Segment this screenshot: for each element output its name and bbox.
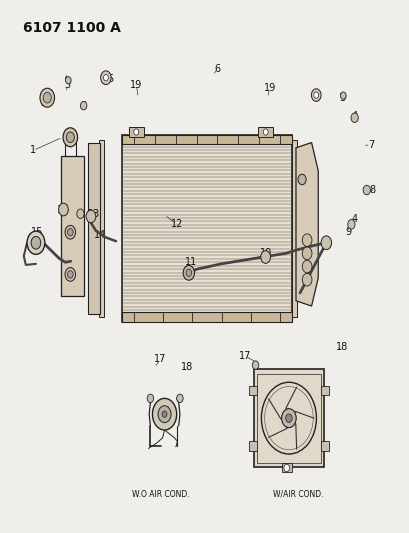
Text: 6: 6 xyxy=(213,64,220,74)
Circle shape xyxy=(362,185,369,195)
Text: 1: 1 xyxy=(30,146,36,156)
Text: 2: 2 xyxy=(40,98,46,108)
Bar xyxy=(129,127,143,138)
Bar xyxy=(258,127,272,138)
Circle shape xyxy=(183,265,194,280)
Text: 4: 4 xyxy=(81,101,87,111)
Circle shape xyxy=(58,203,68,216)
Text: 9: 9 xyxy=(345,227,351,237)
Circle shape xyxy=(67,271,73,278)
Circle shape xyxy=(301,273,311,286)
Circle shape xyxy=(162,411,166,417)
Text: W.O AIR COND.: W.O AIR COND. xyxy=(131,490,189,499)
Circle shape xyxy=(103,75,108,81)
Bar xyxy=(281,463,291,472)
Circle shape xyxy=(133,129,138,135)
Bar xyxy=(61,156,83,295)
Bar xyxy=(256,374,320,463)
Circle shape xyxy=(313,92,318,98)
Circle shape xyxy=(66,132,74,142)
Text: 11: 11 xyxy=(184,257,196,267)
Circle shape xyxy=(31,237,41,249)
Circle shape xyxy=(252,361,258,369)
Text: 18: 18 xyxy=(335,342,348,352)
Circle shape xyxy=(301,260,311,273)
Bar xyxy=(320,386,328,395)
Circle shape xyxy=(283,464,289,472)
Text: 17: 17 xyxy=(154,354,166,364)
Bar xyxy=(99,140,103,317)
Circle shape xyxy=(100,71,111,85)
Circle shape xyxy=(65,77,71,84)
Bar xyxy=(253,369,324,467)
Text: 17: 17 xyxy=(239,351,251,361)
Circle shape xyxy=(43,92,51,103)
Text: 4: 4 xyxy=(351,214,357,224)
Bar xyxy=(248,386,256,395)
Circle shape xyxy=(63,128,77,147)
Circle shape xyxy=(320,236,331,249)
Circle shape xyxy=(176,394,183,402)
Circle shape xyxy=(347,220,354,229)
Bar xyxy=(88,142,100,314)
Text: 5: 5 xyxy=(107,74,113,84)
Circle shape xyxy=(281,409,295,427)
Text: 14: 14 xyxy=(94,230,106,240)
Text: 19: 19 xyxy=(130,79,142,90)
Text: 19: 19 xyxy=(263,83,275,93)
Circle shape xyxy=(27,231,45,254)
Text: 13: 13 xyxy=(88,209,100,219)
Text: 18: 18 xyxy=(180,362,193,372)
Text: 12: 12 xyxy=(170,219,182,229)
Circle shape xyxy=(67,229,73,236)
Circle shape xyxy=(152,398,176,430)
Circle shape xyxy=(285,414,292,422)
Circle shape xyxy=(350,113,357,123)
Text: 5: 5 xyxy=(312,93,319,103)
Polygon shape xyxy=(295,142,317,306)
Bar xyxy=(122,312,291,322)
Text: 6107 1100 A: 6107 1100 A xyxy=(23,21,121,35)
Circle shape xyxy=(80,101,87,110)
Circle shape xyxy=(65,268,75,281)
Circle shape xyxy=(147,394,153,402)
Text: 3: 3 xyxy=(339,93,345,103)
Circle shape xyxy=(65,225,75,239)
Circle shape xyxy=(76,209,84,219)
Circle shape xyxy=(297,174,306,185)
Text: 10: 10 xyxy=(259,248,271,259)
Bar xyxy=(122,135,291,322)
Circle shape xyxy=(263,129,267,135)
Circle shape xyxy=(260,251,270,263)
Text: 4: 4 xyxy=(351,111,357,121)
Circle shape xyxy=(86,210,96,223)
Bar xyxy=(248,441,256,450)
Text: 7: 7 xyxy=(367,140,373,150)
Circle shape xyxy=(310,89,320,101)
Bar xyxy=(320,441,328,450)
Text: 8: 8 xyxy=(369,185,375,195)
Text: W/AIR COND.: W/AIR COND. xyxy=(272,490,322,499)
Bar xyxy=(291,140,296,317)
Circle shape xyxy=(301,247,311,260)
Circle shape xyxy=(40,88,54,107)
Circle shape xyxy=(158,406,171,423)
Bar xyxy=(122,135,291,144)
Text: 4: 4 xyxy=(79,209,85,219)
Text: 16: 16 xyxy=(57,205,70,215)
Circle shape xyxy=(301,234,311,246)
Circle shape xyxy=(339,92,345,99)
Text: 15: 15 xyxy=(31,227,43,237)
Text: 3: 3 xyxy=(64,79,70,90)
Circle shape xyxy=(186,269,191,277)
